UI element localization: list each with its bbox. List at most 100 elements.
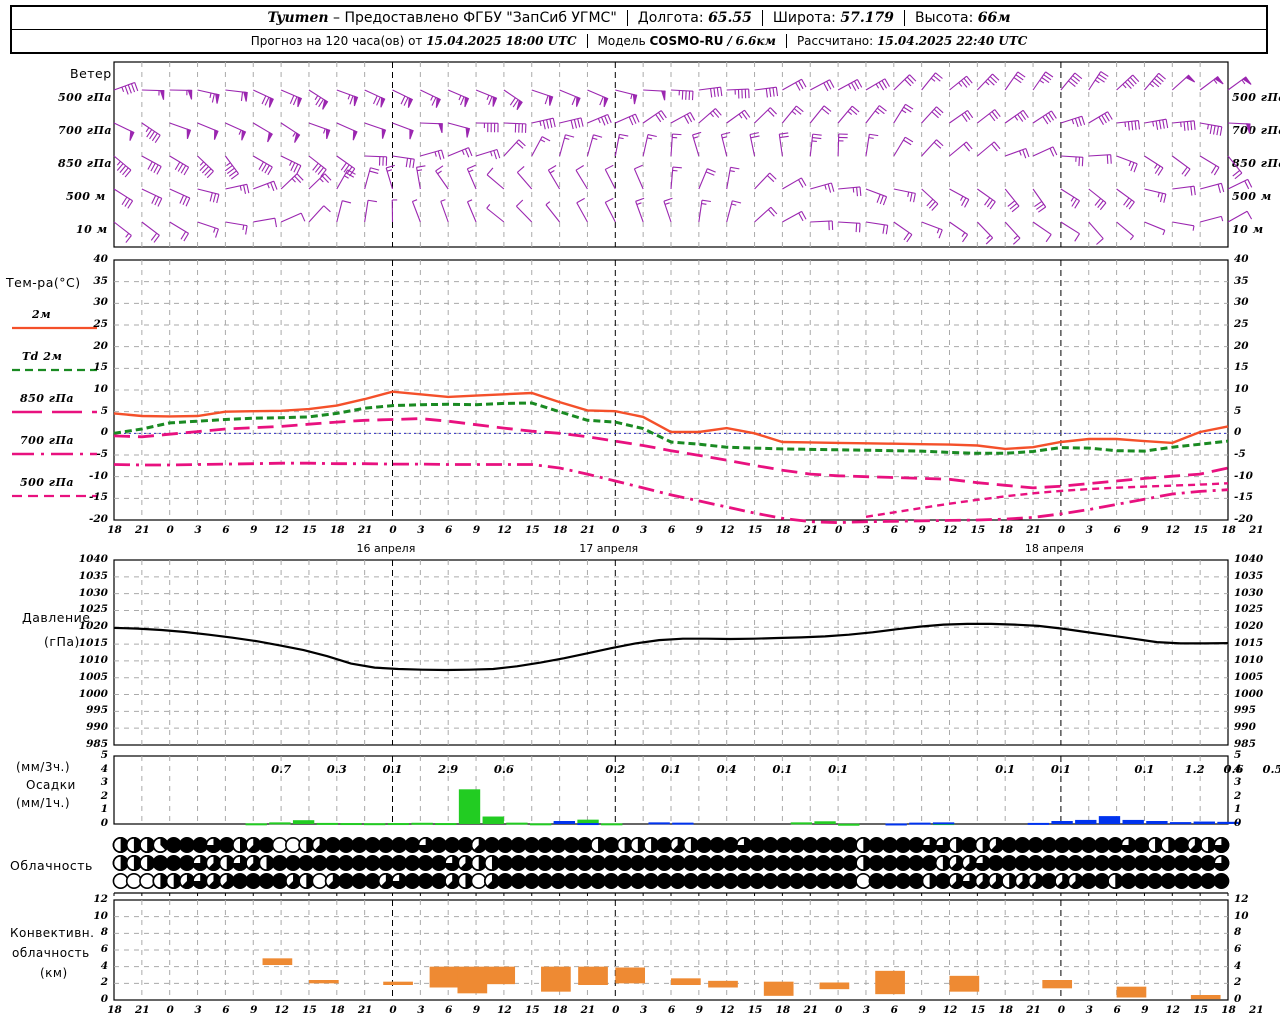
header-box: Tyumen – Предоставлено ФГБУ "ЗапСиб УГМС…	[10, 5, 1268, 54]
temperature-title: Тем-ра(°C)	[6, 275, 81, 290]
wind-title: Ветер	[70, 66, 112, 81]
axis-tick: 4	[100, 762, 108, 775]
time-tick: 18	[552, 1004, 568, 1016]
axis-tick: 0	[1234, 993, 1242, 1005]
axis-tick: -5	[1234, 448, 1246, 460]
time-tick: 15	[524, 524, 540, 536]
wind-level-850hpa-right: 850 гПа	[1232, 157, 1280, 170]
time-tick: 6	[667, 1004, 676, 1016]
time-tick: 9	[918, 1004, 926, 1016]
time-tick: 18	[998, 1004, 1013, 1016]
axis-tick: 985	[86, 738, 108, 750]
longitude-value: 65.55	[708, 10, 752, 26]
date-label: 16 апреля	[356, 542, 416, 555]
precip-title-line1: (мм/3ч.)	[16, 760, 71, 774]
cloud-cover-symbols	[112, 837, 1230, 896]
axis-tick: 40	[1234, 253, 1249, 265]
station-name: Tyumen	[267, 10, 329, 26]
axis-tick: 25	[93, 318, 108, 330]
legend-swatch-td2m	[12, 368, 97, 372]
time-tick: 6	[890, 1004, 898, 1016]
time-tick: 3	[639, 1004, 648, 1016]
time-tick: 12	[274, 1004, 289, 1016]
time-tick: 3	[862, 524, 871, 536]
pressure-chart	[113, 559, 1229, 746]
time-tick: 9	[250, 1004, 258, 1016]
wind-level-700hpa-left: 700 гПа	[58, 124, 112, 137]
precip-title-line3: (мм/1ч.)	[16, 796, 71, 810]
axis-tick: -10	[89, 469, 108, 482]
time-tick: 15	[1193, 524, 1208, 536]
time-tick: 12	[274, 524, 289, 536]
axis-tick: 25	[1234, 318, 1249, 330]
time-tick: 0	[612, 524, 620, 536]
time-tick: 12	[497, 1004, 512, 1016]
latitude-value: 57.179	[840, 10, 894, 26]
precip-amount-label: 0.1	[772, 762, 793, 776]
time-tick: 0	[1057, 1004, 1066, 1016]
time-tick: 9	[918, 524, 926, 536]
wind-barb-chart	[113, 61, 1253, 248]
precip-amount-label: 0.6	[493, 762, 514, 776]
axis-tick: 35	[93, 274, 108, 287]
time-tick: 9	[472, 1004, 481, 1016]
axis-tick: 1020	[78, 620, 108, 633]
legend-label-2m: 2м	[32, 308, 52, 321]
time-tick: 15	[970, 1004, 986, 1016]
time-tick: 3	[1085, 524, 1093, 536]
axis-tick: -10	[1234, 469, 1253, 482]
time-tick: 6	[222, 524, 230, 536]
precip-amount-label: 1.2	[1184, 762, 1205, 776]
axis-tick: 1040	[78, 553, 108, 565]
axis-tick: 0	[100, 993, 108, 1005]
time-tick: 12	[1165, 1004, 1181, 1016]
time-tick: 18	[775, 524, 791, 536]
temperature-chart	[113, 259, 1229, 525]
time-tick: 21	[1026, 1004, 1041, 1016]
time-tick: 21	[357, 1004, 373, 1016]
time-tick: 21	[357, 524, 373, 536]
time-tick: 9	[472, 524, 481, 536]
time-tick: 18	[329, 524, 345, 536]
wind-panel: Ветер 500 гПа 700 гПа 850 гПа 500 м 10 м…	[0, 61, 1280, 257]
axis-tick: 10	[1234, 909, 1249, 922]
time-tick: 6	[445, 524, 453, 536]
axis-tick: 1	[1234, 803, 1242, 816]
axis-tick: 1010	[1234, 653, 1264, 666]
axis-tick: 40	[93, 253, 108, 265]
time-tick: 15	[747, 524, 763, 536]
longitude-label: Долгота:	[637, 10, 704, 26]
header-row-station: Tyumen – Предоставлено ФГБУ "ЗапСиб УГМС…	[12, 7, 1266, 30]
convective-title-line1: Конвективн.	[10, 926, 95, 940]
time-tick: 15	[302, 1004, 317, 1016]
time-tick: 0	[166, 1004, 174, 1016]
time-tick: 12	[719, 524, 735, 536]
header-row-forecast: Прогноз на 120 часа(ов) от 15.04.2025 18…	[12, 30, 1266, 52]
axis-tick: 0	[1234, 817, 1242, 829]
precip-amount-label: 0.1	[828, 762, 849, 776]
precip-amount-label: 0.1	[995, 762, 1016, 776]
axis-tick: 2	[1234, 789, 1242, 802]
latitude-cell: Широта: 57.179	[761, 10, 904, 26]
wind-level-500hpa-right: 500 гПа	[1232, 91, 1280, 104]
legend-label-td2m: Td 2м	[22, 350, 63, 363]
axis-tick: 5	[100, 404, 108, 417]
legend-label-850hpa: 850 гПа	[20, 392, 74, 405]
precip-amount-label: 0.1	[1134, 762, 1155, 776]
time-tick: 3	[194, 524, 202, 536]
time-tick: 18	[998, 524, 1013, 536]
axis-tick: 3	[100, 776, 108, 789]
header-dash: –	[332, 10, 340, 26]
time-tick: 21	[135, 524, 150, 536]
time-tick: 6	[667, 524, 676, 536]
axis-tick: 12	[93, 893, 108, 905]
time-tick: 21	[580, 524, 596, 536]
time-tick: 18	[107, 524, 122, 536]
time-tick: 18	[329, 1004, 345, 1016]
time-tick: 18	[775, 1004, 791, 1016]
model-sep: /	[727, 34, 732, 48]
time-tick: 12	[719, 1004, 735, 1016]
axis-tick: 995	[86, 704, 108, 717]
